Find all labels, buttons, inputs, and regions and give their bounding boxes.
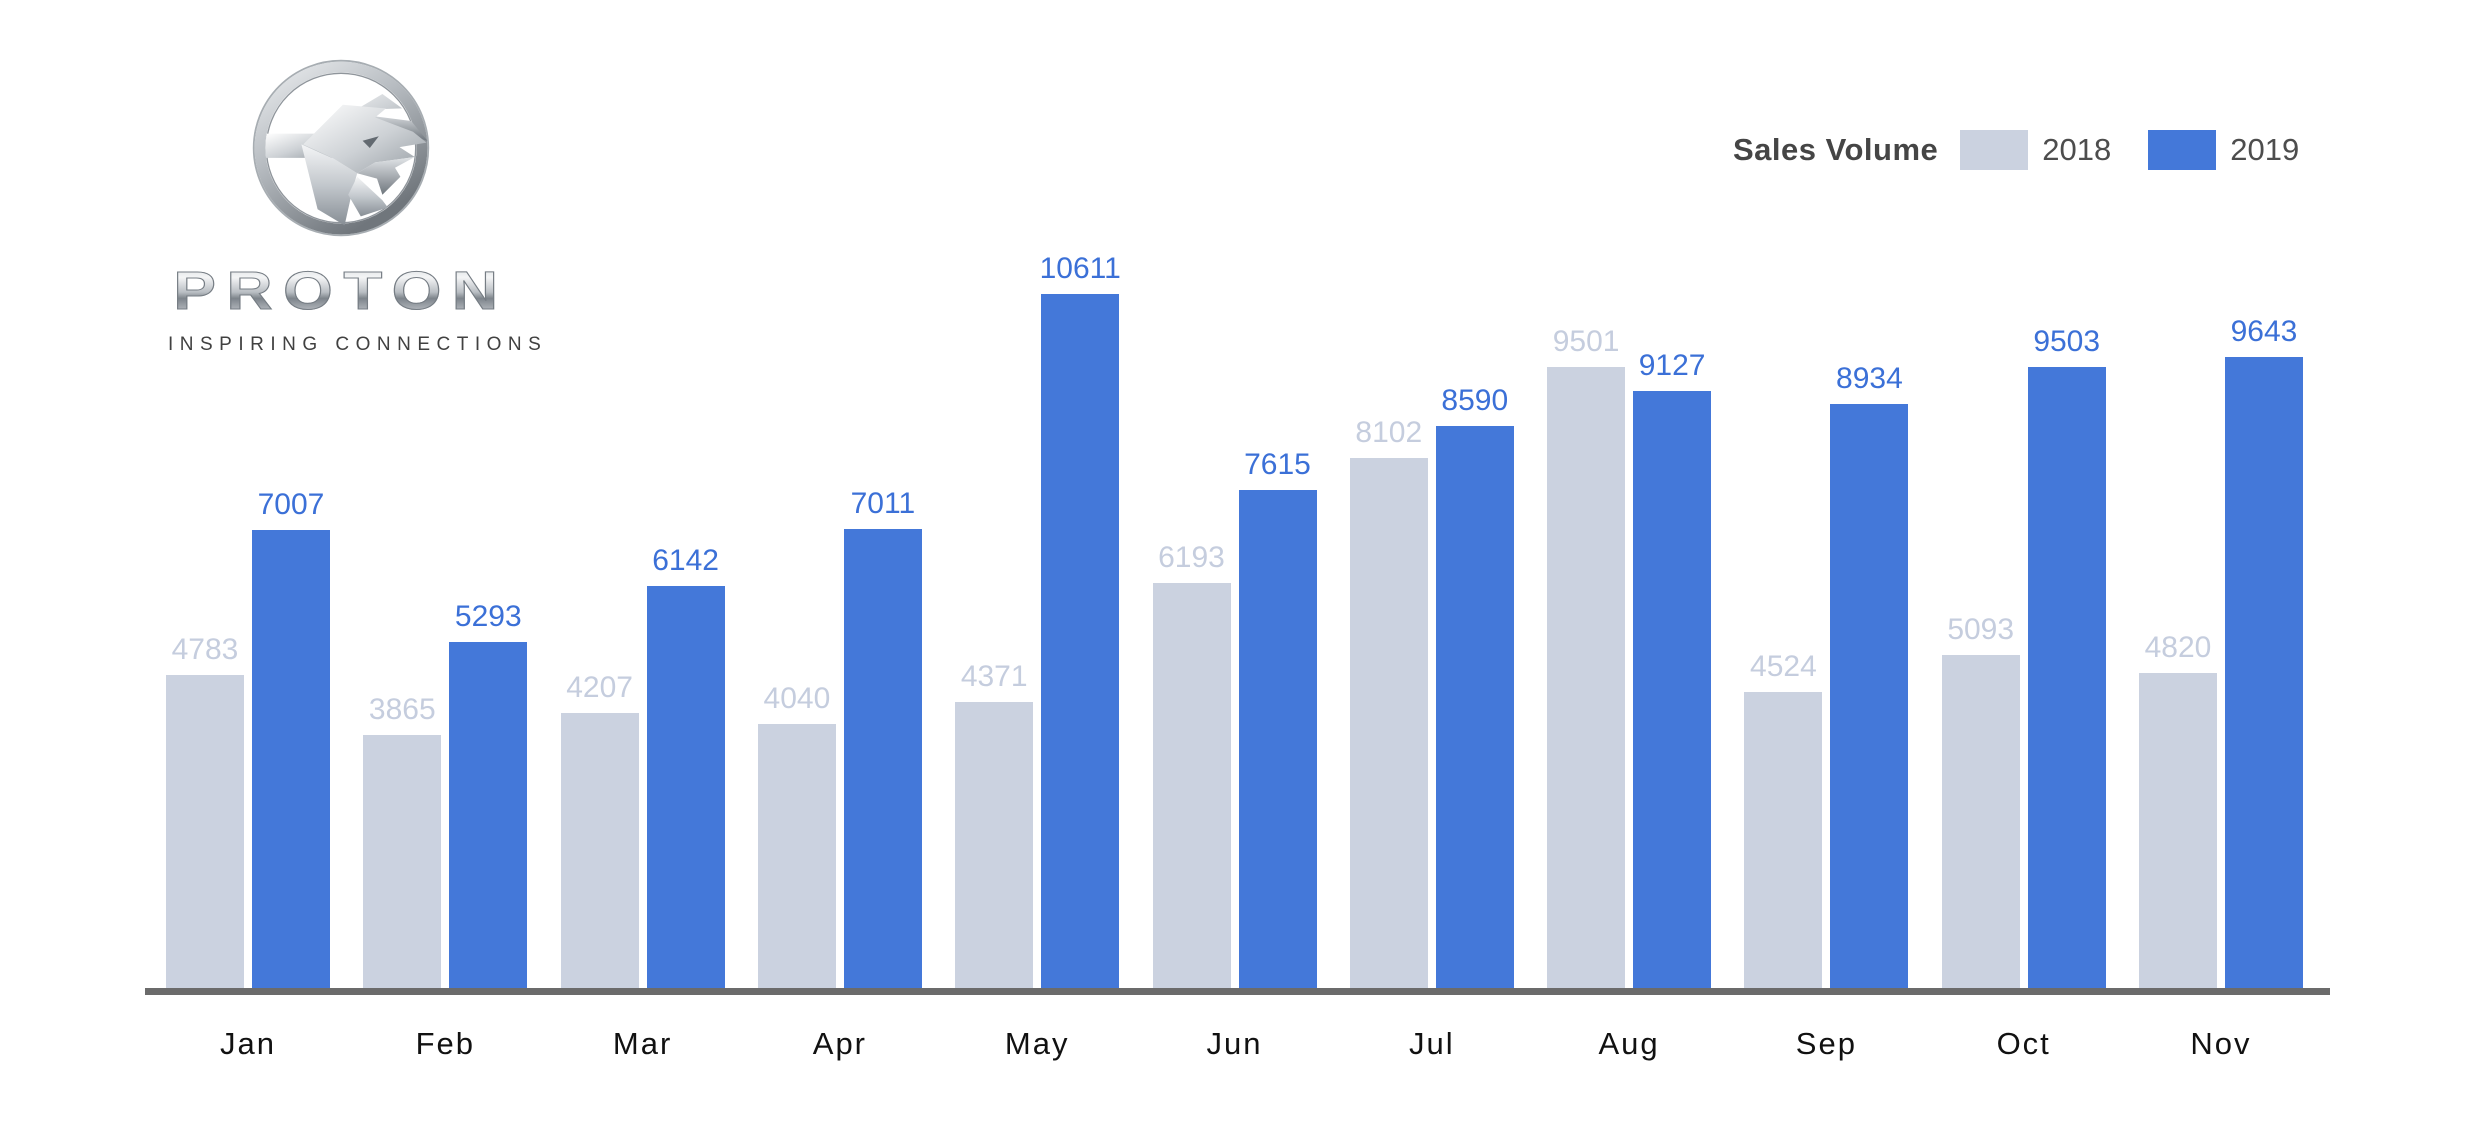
- value-label-2018-sep: 4524: [1750, 650, 1817, 683]
- x-axis-label-sep: Sep: [1795, 1026, 1857, 1061]
- value-label-2019-may: 10611: [1039, 252, 1121, 285]
- bar-2018-feb: [363, 735, 442, 988]
- bar-2019-jan: [252, 530, 330, 988]
- x-axis-label-jan: Jan: [220, 1026, 276, 1061]
- bar-2019-jun: [1238, 490, 1317, 988]
- bar-2019-oct: [2027, 367, 2106, 988]
- value-label-2018-aug: 9501: [1552, 325, 1620, 358]
- value-label-2018-feb: 3865: [368, 693, 436, 726]
- proton-tagline: INSPIRING CONNECTIONS: [168, 334, 548, 355]
- value-label-2019-jul: 8590: [1441, 384, 1509, 417]
- legend-swatch-2018: [1960, 130, 2029, 170]
- x-axis-label-apr: Apr: [812, 1026, 868, 1061]
- proton-tiger-emblem-icon: [252, 59, 430, 237]
- legend-title: Sales Volume: [1733, 132, 1939, 167]
- value-label-2019-jan: 7007: [257, 488, 325, 521]
- bar-2019-jul: [1435, 426, 1514, 988]
- legend-label-2019: 2019: [2230, 132, 2300, 167]
- x-axis-label-may: May: [1004, 1026, 1070, 1061]
- value-label-2019-jun: 7615: [1244, 448, 1311, 481]
- value-label-2019-nov: 9643: [2230, 315, 2298, 348]
- bar-2018-nov: [2139, 673, 2217, 988]
- bar-2018-jan: [166, 675, 244, 988]
- bar-2018-oct: [1941, 655, 2020, 988]
- value-label-2018-jul: 8102: [1355, 416, 1423, 449]
- bar-2018-jun: [1152, 583, 1231, 988]
- bar-2018-apr: [757, 724, 836, 988]
- legend-swatch-2019: [2148, 130, 2217, 170]
- value-label-2018-apr: 4040: [763, 682, 831, 715]
- bar-2018-may: [955, 702, 1034, 988]
- legend: Sales Volume 2018 2019: [1733, 118, 2299, 182]
- legend-label-2018: 2018: [2042, 132, 2112, 167]
- bar-2018-sep: [1744, 692, 1823, 988]
- proton-wordmark: PROTON: [137, 260, 545, 322]
- bar-2018-aug: [1547, 367, 1626, 988]
- x-axis-line: [145, 988, 2330, 995]
- bar-2019-apr: [843, 529, 922, 988]
- value-label-2018-nov: 4820: [2144, 631, 2212, 664]
- value-label-2019-sep: 8934: [1836, 362, 1903, 395]
- value-label-2018-oct: 5093: [1947, 613, 2015, 646]
- x-axis-label-jun: Jun: [1206, 1026, 1263, 1061]
- x-axis-label-jul: Jul: [1408, 1026, 1455, 1061]
- x-axis-label-feb: Feb: [415, 1026, 475, 1061]
- bar-2018-jul: [1349, 458, 1428, 988]
- bar-2019-aug: [1633, 391, 1712, 988]
- value-label-2019-apr: 7011: [850, 487, 916, 520]
- value-label-2019-mar: 6142: [652, 544, 719, 577]
- bar-2019-feb: [449, 642, 528, 988]
- x-axis-label-oct: Oct: [1996, 1026, 2051, 1061]
- value-label-2018-jun: 6193: [1158, 541, 1225, 574]
- value-label-2019-aug: 9127: [1638, 349, 1706, 382]
- x-axis-label-aug: Aug: [1598, 1026, 1660, 1061]
- value-label-2018-jan: 4783: [171, 633, 239, 666]
- value-label-2019-feb: 5293: [454, 600, 522, 633]
- proton-logo: PROTON INSPIRING CONNECTIONS: [168, 58, 548, 356]
- x-axis-label-nov: Nov: [2190, 1026, 2252, 1061]
- bar-2019-mar: [646, 586, 725, 988]
- bar-2019-may: [1041, 294, 1120, 988]
- value-label-2018-may: 4371: [960, 660, 1028, 693]
- bar-2019-nov: [2225, 357, 2303, 988]
- bar-2018-mar: [560, 713, 639, 988]
- value-label-2018-mar: 4207: [566, 671, 633, 704]
- x-axis-label-mar: Mar: [612, 1026, 673, 1061]
- value-label-2019-oct: 9503: [2033, 325, 2101, 358]
- bar-2019-sep: [1830, 404, 1909, 988]
